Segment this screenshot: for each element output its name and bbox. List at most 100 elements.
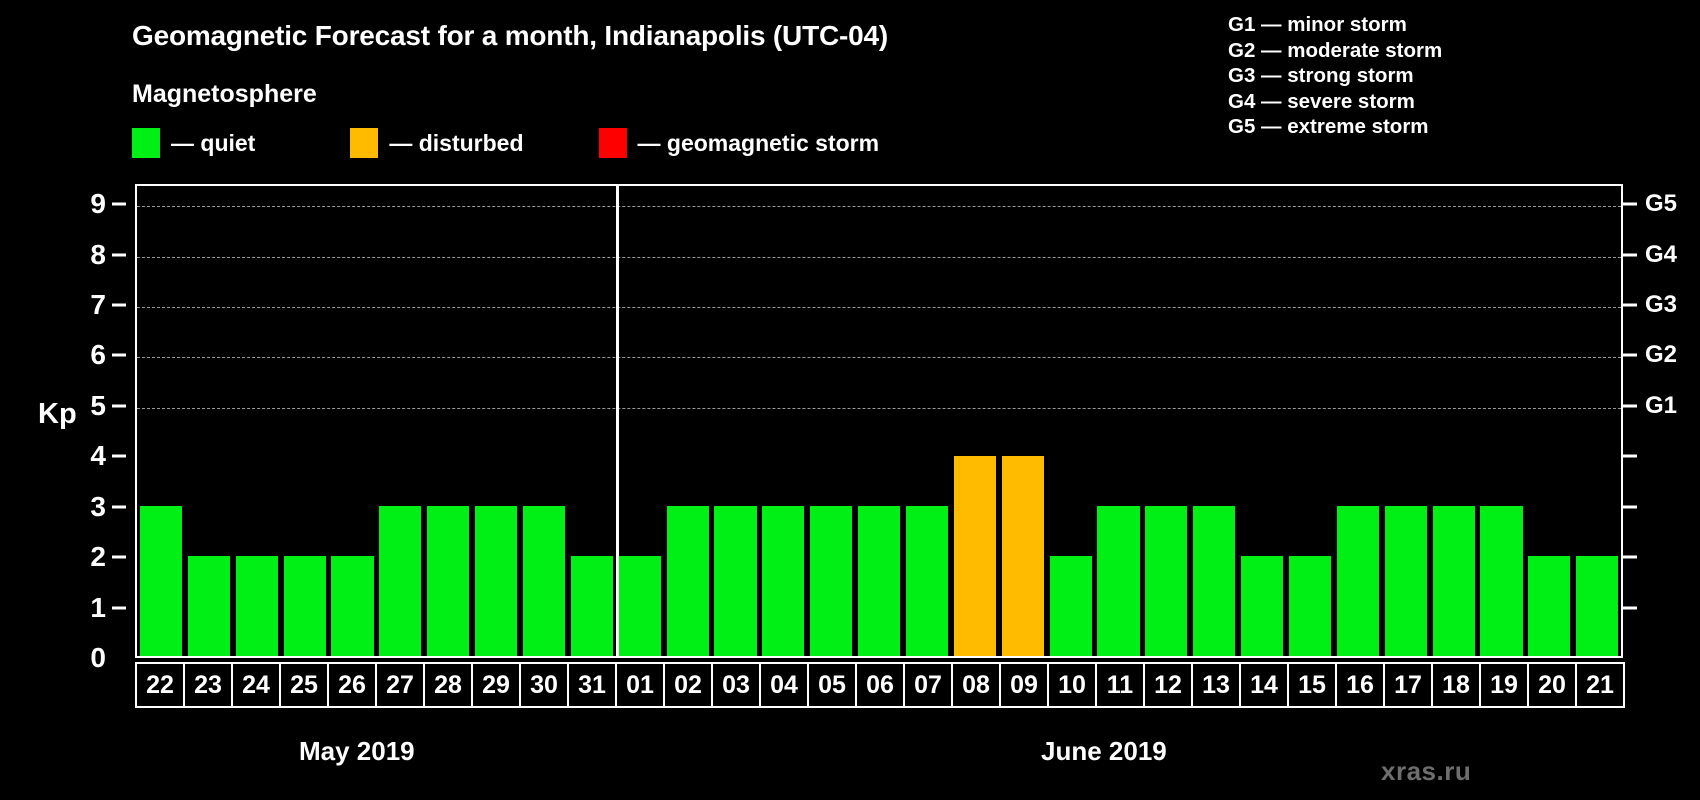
y-tick-label-6: 6 bbox=[90, 339, 106, 371]
bar-cell[interactable] bbox=[1190, 186, 1238, 656]
bar-cell[interactable] bbox=[1142, 186, 1190, 656]
date-cell-16[interactable]: 16 bbox=[1335, 662, 1385, 708]
bar-cell[interactable] bbox=[520, 186, 568, 656]
bar-cell[interactable] bbox=[233, 186, 281, 656]
date-cell-31[interactable]: 31 bbox=[567, 662, 617, 708]
date-label: 11 bbox=[1106, 670, 1134, 699]
bar-18[interactable] bbox=[1432, 506, 1475, 656]
g-tick-mark-kp-2 bbox=[1623, 555, 1637, 559]
bar-27[interactable] bbox=[379, 506, 422, 656]
bar-cell[interactable] bbox=[807, 186, 855, 656]
bar-cell[interactable] bbox=[472, 186, 520, 656]
bar-09[interactable] bbox=[1001, 456, 1044, 656]
bar-cell[interactable] bbox=[281, 186, 329, 656]
bar-15[interactable] bbox=[1288, 556, 1331, 656]
bar-cell[interactable] bbox=[1478, 186, 1526, 656]
date-cell-24[interactable]: 24 bbox=[231, 662, 281, 708]
bar-cell[interactable] bbox=[1238, 186, 1286, 656]
bar-07[interactable] bbox=[905, 506, 948, 656]
bar-cell[interactable] bbox=[1430, 186, 1478, 656]
bar-11[interactable] bbox=[1097, 506, 1140, 656]
bar-23[interactable] bbox=[187, 556, 230, 656]
bar-21[interactable] bbox=[1576, 556, 1619, 656]
bar-20[interactable] bbox=[1528, 556, 1571, 656]
bar-31[interactable] bbox=[570, 556, 613, 656]
bar-10[interactable] bbox=[1049, 556, 1092, 656]
bar-02[interactable] bbox=[666, 506, 709, 656]
bar-cell[interactable] bbox=[999, 186, 1047, 656]
bar-cell[interactable] bbox=[664, 186, 712, 656]
bar-08[interactable] bbox=[953, 456, 996, 656]
date-cell-11[interactable]: 11 bbox=[1095, 662, 1145, 708]
date-cell-25[interactable]: 25 bbox=[279, 662, 329, 708]
date-cell-06[interactable]: 06 bbox=[855, 662, 905, 708]
bar-30[interactable] bbox=[522, 506, 565, 656]
bar-12[interactable] bbox=[1145, 506, 1188, 656]
bar-cell[interactable] bbox=[1095, 186, 1143, 656]
date-cell-17[interactable]: 17 bbox=[1383, 662, 1433, 708]
bar-cell[interactable] bbox=[424, 186, 472, 656]
date-cell-05[interactable]: 05 bbox=[807, 662, 857, 708]
bar-cell[interactable] bbox=[1286, 186, 1334, 656]
date-cell-07[interactable]: 07 bbox=[903, 662, 953, 708]
bar-29[interactable] bbox=[475, 506, 518, 656]
bar-06[interactable] bbox=[858, 506, 901, 656]
date-cell-26[interactable]: 26 bbox=[327, 662, 377, 708]
bar-cell[interactable] bbox=[1573, 186, 1621, 656]
date-cell-13[interactable]: 13 bbox=[1191, 662, 1241, 708]
bar-cell[interactable] bbox=[951, 186, 999, 656]
bar-24[interactable] bbox=[235, 556, 278, 656]
bar-05[interactable] bbox=[810, 506, 853, 656]
date-cell-30[interactable]: 30 bbox=[519, 662, 569, 708]
date-cell-09[interactable]: 09 bbox=[999, 662, 1049, 708]
bar-19[interactable] bbox=[1480, 506, 1523, 656]
bar-03[interactable] bbox=[714, 506, 757, 656]
date-cell-02[interactable]: 02 bbox=[663, 662, 713, 708]
date-cell-15[interactable]: 15 bbox=[1287, 662, 1337, 708]
date-cell-01[interactable]: 01 bbox=[615, 662, 665, 708]
date-cell-29[interactable]: 29 bbox=[471, 662, 521, 708]
bar-04[interactable] bbox=[762, 506, 805, 656]
bar-cell[interactable] bbox=[376, 186, 424, 656]
bar-22[interactable] bbox=[139, 506, 182, 656]
date-cell-12[interactable]: 12 bbox=[1143, 662, 1193, 708]
bar-26[interactable] bbox=[331, 556, 374, 656]
bar-cell[interactable] bbox=[1525, 186, 1573, 656]
bar-cell[interactable] bbox=[568, 186, 616, 656]
bar-cell[interactable] bbox=[185, 186, 233, 656]
bar-01[interactable] bbox=[618, 556, 661, 656]
bar-cell[interactable] bbox=[1382, 186, 1430, 656]
bar-cell[interactable] bbox=[712, 186, 760, 656]
date-cell-22[interactable]: 22 bbox=[135, 662, 185, 708]
bar-16[interactable] bbox=[1336, 506, 1379, 656]
date-cell-08[interactable]: 08 bbox=[951, 662, 1001, 708]
date-cell-21[interactable]: 21 bbox=[1575, 662, 1625, 708]
bar-cell[interactable] bbox=[1334, 186, 1382, 656]
date-cell-19[interactable]: 19 bbox=[1479, 662, 1529, 708]
date-cell-20[interactable]: 20 bbox=[1527, 662, 1577, 708]
bar-13[interactable] bbox=[1193, 506, 1236, 656]
date-cell-14[interactable]: 14 bbox=[1239, 662, 1289, 708]
bar-cell[interactable] bbox=[137, 186, 185, 656]
bar-cell[interactable] bbox=[903, 186, 951, 656]
legend-label-0: — quiet bbox=[171, 129, 256, 156]
date-cell-03[interactable]: 03 bbox=[711, 662, 761, 708]
date-cell-28[interactable]: 28 bbox=[423, 662, 473, 708]
bar-cell[interactable] bbox=[329, 186, 377, 656]
bar-cell[interactable] bbox=[855, 186, 903, 656]
bar-cell[interactable] bbox=[616, 186, 664, 656]
bar-cell[interactable] bbox=[1047, 186, 1095, 656]
date-cell-10[interactable]: 10 bbox=[1047, 662, 1097, 708]
date-cell-18[interactable]: 18 bbox=[1431, 662, 1481, 708]
date-cell-23[interactable]: 23 bbox=[183, 662, 233, 708]
bar-14[interactable] bbox=[1241, 556, 1284, 656]
bar-17[interactable] bbox=[1384, 506, 1427, 656]
date-cell-04[interactable]: 04 bbox=[759, 662, 809, 708]
bar-25[interactable] bbox=[283, 556, 326, 656]
legend-label-1: — disturbed bbox=[389, 129, 524, 156]
date-label: 29 bbox=[482, 670, 510, 699]
bar-28[interactable] bbox=[427, 506, 470, 656]
date-cell-27[interactable]: 27 bbox=[375, 662, 425, 708]
bar-cell[interactable] bbox=[759, 186, 807, 656]
date-label: 19 bbox=[1490, 670, 1518, 699]
